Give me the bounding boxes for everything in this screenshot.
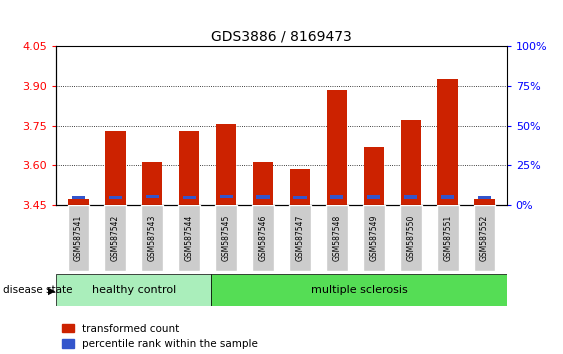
Bar bbox=[72, 196, 85, 199]
Bar bbox=[473, 205, 495, 271]
Bar bbox=[404, 195, 417, 199]
Bar bbox=[367, 195, 381, 199]
Bar bbox=[437, 79, 458, 205]
Bar bbox=[109, 196, 122, 199]
Text: GSM587550: GSM587550 bbox=[406, 215, 415, 261]
Text: GSM587551: GSM587551 bbox=[443, 215, 452, 261]
Text: ▶: ▶ bbox=[48, 285, 55, 295]
Bar bbox=[141, 205, 163, 271]
Title: GDS3886 / 8169473: GDS3886 / 8169473 bbox=[211, 29, 352, 44]
Bar bbox=[220, 195, 233, 198]
Bar bbox=[68, 205, 90, 271]
Bar bbox=[142, 161, 163, 205]
Bar bbox=[215, 205, 237, 271]
Bar bbox=[441, 195, 454, 199]
Text: GSM587544: GSM587544 bbox=[185, 215, 194, 261]
Bar bbox=[290, 170, 310, 205]
Bar bbox=[56, 274, 211, 306]
Bar bbox=[289, 205, 311, 271]
Legend: transformed count, percentile rank within the sample: transformed count, percentile rank withi… bbox=[61, 324, 258, 349]
Text: disease state: disease state bbox=[3, 285, 72, 295]
Bar bbox=[437, 205, 458, 271]
Text: GSM587546: GSM587546 bbox=[258, 215, 267, 261]
Text: GSM587547: GSM587547 bbox=[296, 215, 305, 261]
Bar bbox=[178, 205, 200, 271]
Bar bbox=[475, 199, 495, 205]
Bar bbox=[327, 90, 347, 205]
Bar bbox=[105, 205, 126, 271]
Bar bbox=[256, 195, 270, 199]
Text: GSM587543: GSM587543 bbox=[148, 215, 157, 261]
Bar bbox=[253, 161, 273, 205]
Text: GSM587548: GSM587548 bbox=[332, 215, 341, 261]
Bar bbox=[400, 120, 421, 205]
Text: multiple sclerosis: multiple sclerosis bbox=[311, 285, 408, 295]
Bar bbox=[363, 205, 385, 271]
Bar bbox=[364, 147, 384, 205]
Text: GSM587545: GSM587545 bbox=[222, 215, 231, 261]
Text: GSM587542: GSM587542 bbox=[111, 215, 120, 261]
Bar bbox=[105, 131, 126, 205]
Bar bbox=[211, 274, 507, 306]
Bar bbox=[179, 131, 199, 205]
Bar bbox=[330, 195, 343, 199]
Text: GSM587541: GSM587541 bbox=[74, 215, 83, 261]
Bar bbox=[216, 124, 236, 205]
Text: healthy control: healthy control bbox=[92, 285, 176, 295]
Text: GSM587552: GSM587552 bbox=[480, 215, 489, 261]
Bar bbox=[182, 196, 196, 199]
Bar bbox=[252, 205, 274, 271]
Bar bbox=[478, 196, 491, 199]
Bar bbox=[68, 199, 88, 205]
Bar bbox=[146, 195, 159, 198]
Bar bbox=[326, 205, 348, 271]
Bar bbox=[400, 205, 422, 271]
Text: GSM587549: GSM587549 bbox=[369, 215, 378, 261]
Bar bbox=[293, 196, 307, 199]
